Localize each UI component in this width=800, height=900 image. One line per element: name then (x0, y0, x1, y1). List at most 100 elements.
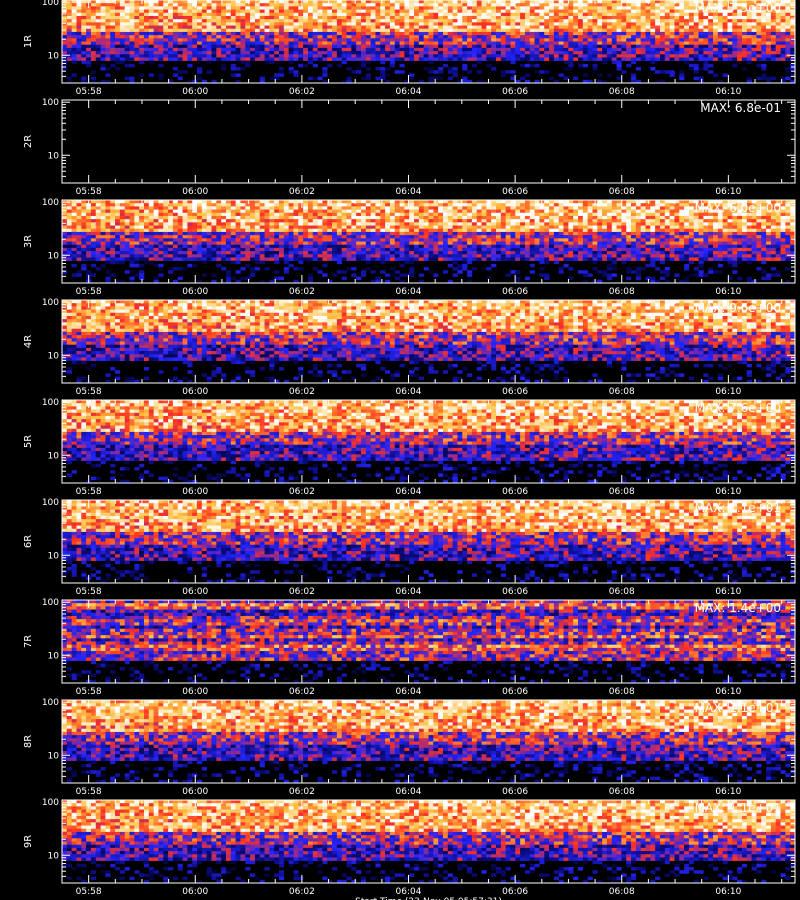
heatmap-cell (727, 228, 733, 233)
heatmap-cell (645, 22, 651, 26)
heatmap-cell (515, 206, 521, 210)
heatmap-cell (785, 19, 791, 23)
heatmap-cell (182, 200, 188, 204)
heatmap-cell (568, 60, 574, 65)
heatmap-cell (505, 9, 511, 14)
heatmap-cell (510, 51, 516, 55)
heatmap-cell (264, 206, 270, 210)
heatmap-cell (389, 28, 396, 33)
heatmap-cell (370, 231, 376, 236)
heatmap-cell (626, 57, 632, 61)
heatmap-cell (563, 51, 569, 55)
heatmap-cell (452, 67, 458, 71)
heatmap-cell (182, 222, 188, 226)
heatmap-cell (360, 209, 367, 214)
heatmap-cell (245, 22, 251, 26)
heatmap-cell (365, 212, 371, 217)
heatmap-cell (587, 209, 593, 214)
heatmap-cell (655, 38, 661, 42)
heatmap-cell (471, 38, 478, 42)
heatmap-cell (770, 76, 777, 81)
heatmap-cell (770, 203, 777, 207)
heatmap-cell (732, 35, 738, 39)
heatmap-cell (206, 57, 212, 61)
heatmap-cell (71, 35, 77, 39)
heatmap-cell (317, 212, 323, 217)
heatmap-cell (462, 35, 468, 39)
heatmap-cell (669, 209, 675, 214)
heatmap-cell (100, 3, 106, 7)
heatmap-cell (100, 12, 106, 17)
heatmap-cell (341, 225, 347, 230)
heatmap-cell (192, 228, 198, 233)
heatmap-cell (486, 219, 492, 223)
heatmap-cell (110, 0, 116, 4)
heatmap-cell (746, 35, 752, 39)
heatmap-cell (81, 19, 87, 23)
heatmap-cell (100, 15, 106, 20)
heatmap-cell (66, 22, 72, 26)
heatmap-cell (341, 44, 347, 49)
heatmap-cell (746, 222, 752, 226)
heatmap-cell (139, 25, 145, 30)
heatmap-cell (394, 41, 400, 45)
heatmap-cell (119, 25, 125, 30)
heatmap-cell (264, 12, 270, 17)
heatmap-cell (389, 25, 396, 30)
heatmap-cell (515, 228, 521, 233)
heatmap-cell (259, 206, 265, 210)
heatmap-cell (679, 47, 685, 52)
heatmap-cell (433, 6, 439, 10)
heatmap-cell (462, 0, 468, 4)
heatmap-cell (124, 28, 130, 33)
heatmap-cell (90, 19, 97, 23)
heatmap-cell (640, 44, 646, 49)
heatmap-cell (741, 67, 748, 71)
heatmap-cell (713, 47, 719, 52)
heatmap-cell (616, 57, 622, 61)
heatmap-cell (775, 44, 781, 49)
heatmap-cell (303, 0, 309, 4)
heatmap-cell (211, 12, 217, 17)
heatmap-cell (129, 228, 135, 233)
heatmap-cell (510, 231, 516, 236)
heatmap-cell (105, 3, 111, 7)
heatmap-cell (351, 15, 357, 20)
heatmap-cell (563, 28, 569, 33)
heatmap-cell (414, 209, 420, 214)
heatmap-cell (751, 203, 757, 207)
heatmap-cell (790, 67, 796, 71)
heatmap-cell (606, 35, 613, 39)
heatmap-cell (505, 57, 511, 61)
heatmap-cell (206, 15, 212, 20)
heatmap-cell (577, 41, 584, 45)
heatmap-cell (394, 200, 400, 204)
heatmap-cell (206, 0, 212, 4)
heatmap-cell (611, 15, 617, 20)
heatmap-cell (606, 73, 613, 77)
heatmap-cell (785, 31, 791, 36)
heatmap-cell (322, 79, 328, 84)
heatmap-cell (317, 209, 323, 214)
heatmap-cell (259, 76, 265, 81)
heatmap-cell (356, 31, 362, 36)
heatmap-cell (264, 15, 270, 20)
heatmap-cell (245, 60, 251, 65)
heatmap-cell (428, 76, 434, 81)
heatmap-cell (148, 19, 154, 23)
heatmap-cell (770, 31, 777, 36)
heatmap-cell (587, 203, 593, 207)
heatmap-cell (708, 215, 714, 220)
heatmap-cell (182, 209, 188, 214)
heatmap-cell (529, 0, 535, 4)
heatmap-cell (655, 222, 661, 226)
heatmap-cell (631, 54, 637, 58)
heatmap-cell (592, 209, 598, 214)
heatmap-cell (317, 215, 323, 220)
heatmap-cell (481, 212, 487, 217)
heatmap-cell (737, 9, 743, 14)
heatmap-cell (737, 209, 743, 214)
heatmap-cell (66, 31, 72, 36)
heatmap-cell (259, 28, 265, 33)
heatmap-cell (394, 0, 400, 4)
